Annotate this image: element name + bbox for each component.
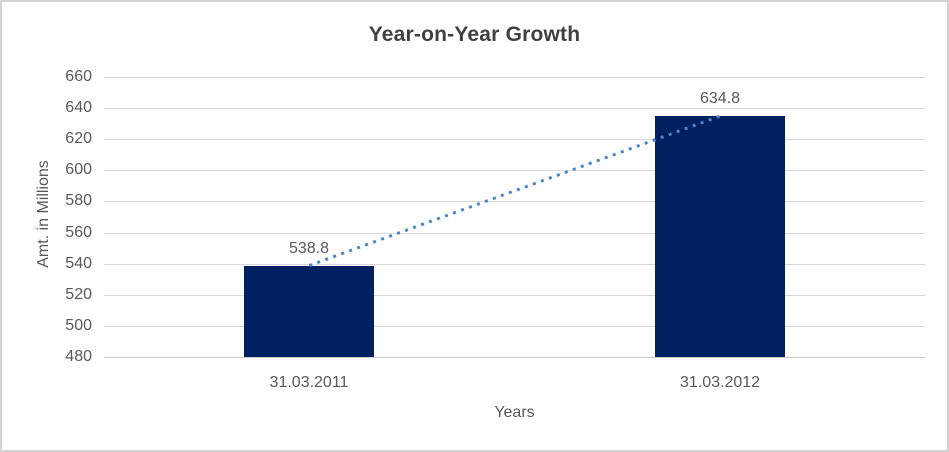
gridline [104,264,925,265]
gridline [104,77,925,78]
chart-title: Year-on-Year Growth [368,23,581,46]
bar-31.03.2012 [655,116,785,357]
trendline [308,114,721,267]
gridline [104,108,925,109]
gridline [104,201,925,202]
data-label: 538.8 [288,240,330,257]
gridline [104,233,925,234]
plot-area: 538.8 634.8 [104,77,925,358]
y-tick-label: 600 [65,161,92,178]
y-tick-label: 660 [65,68,92,85]
gridline [104,326,925,327]
gridline [104,295,925,296]
x-axis-title: Years [494,404,535,421]
gridline [104,139,925,140]
x-category-label: 31.03.2011 [269,374,349,391]
y-tick-label: 540 [65,255,92,272]
y-tick-label: 580 [65,192,92,209]
y-tick-label: 500 [65,317,92,334]
x-axis-line [104,357,925,358]
y-tick-label: 520 [65,286,92,303]
y-tick-label: 640 [65,99,92,116]
bar-31.03.2011 [244,266,374,357]
y-tick-label: 480 [65,348,92,365]
gridline [104,170,925,171]
y-tick-label: 620 [65,130,92,147]
x-category-label: 31.03.2012 [679,374,761,391]
data-label: 634.8 [699,90,741,107]
y-tick-label: 560 [65,224,92,241]
